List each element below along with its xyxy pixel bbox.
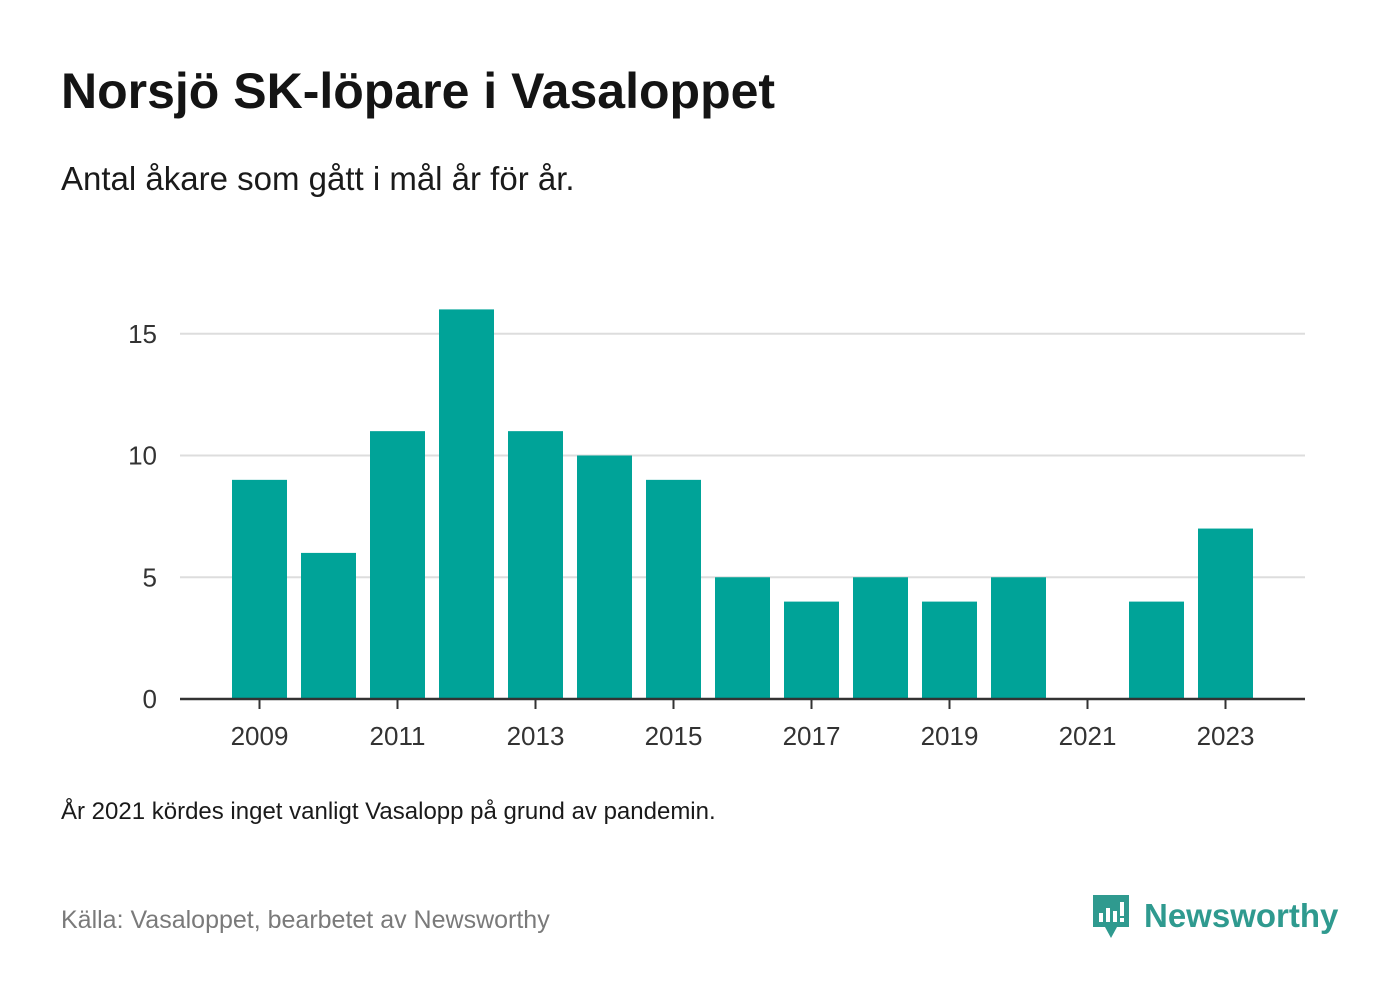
bar-2013 [508, 431, 563, 699]
y-tick-label-5: 5 [143, 562, 157, 592]
x-tick-label-2017: 2017 [783, 721, 841, 751]
y-tick-label-0: 0 [143, 684, 157, 714]
bar-2009 [232, 479, 287, 699]
bar-2012 [439, 309, 494, 699]
chart-subtitle: Antal åkare som gått i mål år för år. [61, 160, 575, 197]
source-text: Källa: Vasaloppet, bearbetet av Newswort… [61, 906, 550, 934]
y-tick-label-10: 10 [128, 441, 157, 471]
x-tick-label-2011: 2011 [370, 721, 426, 751]
bar-2022 [1129, 601, 1184, 699]
newsworthy-logo-icon [1093, 895, 1129, 938]
bar-2017 [784, 601, 839, 699]
x-tick-label-2015: 2015 [645, 721, 703, 751]
chart-title: Norsjö SK-löpare i Vasaloppet [61, 63, 776, 119]
gridlines [180, 332, 1305, 579]
x-tick-label-2021: 2021 [1059, 721, 1117, 751]
bar-2018 [853, 577, 908, 699]
chart-note: År 2021 kördes inget vanligt Vasalopp på… [61, 798, 716, 825]
bar-2019 [922, 601, 977, 699]
brand-name: Newsworthy [1144, 897, 1339, 934]
x-tick-label-2023: 2023 [1197, 721, 1255, 751]
bar-2016 [715, 577, 770, 699]
bar-2010 [301, 552, 356, 699]
bar-2014 [577, 455, 632, 699]
x-tick-label-2019: 2019 [921, 721, 979, 751]
bar-2015 [646, 479, 701, 699]
x-tick-label-2013: 2013 [507, 721, 565, 751]
axes: 0 5 10 15 2009 2011 2013 2015 2017 2019 2021 2023 [128, 319, 1305, 751]
bar-chart: 0 5 10 15 2009 2011 2013 2015 2017 2019 2021 2023 [128, 309, 1305, 751]
bar-2023 [1198, 528, 1253, 699]
y-tick-label-15: 15 [128, 319, 157, 349]
bar-2011 [370, 431, 425, 699]
bar-2020 [991, 577, 1046, 699]
brand-logo: Newsworthy [1090, 892, 1338, 940]
x-tick-label-2009: 2009 [231, 721, 289, 751]
bars [232, 309, 1253, 699]
